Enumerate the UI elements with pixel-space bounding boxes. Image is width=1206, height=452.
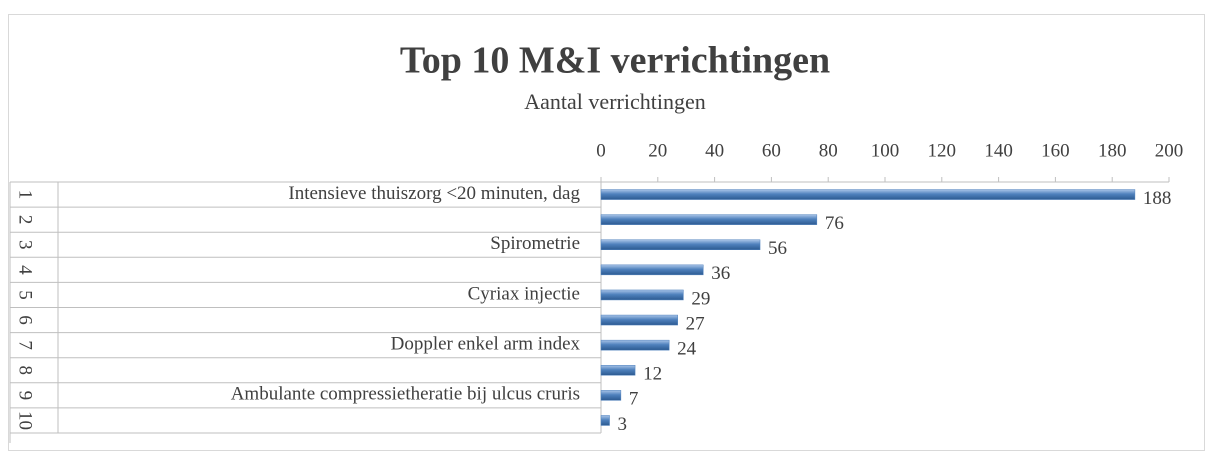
x-tick-label: 140 (984, 140, 1013, 161)
bar (600, 339, 670, 351)
x-tick-label: 0 (596, 140, 606, 161)
rank-label: 9 (15, 391, 36, 401)
rank-label: 1 (15, 190, 36, 200)
x-tick-label: 100 (871, 140, 900, 161)
value-label: 36 (711, 263, 730, 284)
x-tick-label: 60 (762, 140, 781, 161)
value-label: 3 (618, 414, 628, 435)
y-tick-label: Ambulante compressietheratie bij ulcus c… (231, 384, 580, 405)
value-label: 27 (686, 313, 705, 334)
y-tick-label: Intensieve thuiszorg <20 minuten, dag (288, 183, 580, 204)
x-tick-label: 80 (819, 140, 838, 161)
bar (600, 264, 704, 276)
x-tick-label: 40 (705, 140, 724, 161)
y-tick-label: Doppler enkel arm index (391, 334, 581, 355)
rank-label: 3 (15, 240, 36, 250)
rank-label: 4 (15, 265, 36, 275)
value-label: 76 (825, 213, 844, 234)
rank-label: 5 (15, 290, 36, 300)
bar (600, 289, 684, 301)
x-tick-label: 20 (648, 140, 667, 161)
bar (600, 239, 761, 250)
bar (600, 314, 678, 326)
x-tick-label: 120 (928, 140, 957, 161)
chart-subtitle: Aantal verrichtingen (524, 89, 705, 114)
x-tick-label: 160 (1041, 140, 1070, 161)
value-label: 188 (1143, 188, 1172, 209)
bar (600, 415, 610, 426)
bar (600, 390, 622, 401)
x-tick-label: 180 (1098, 140, 1127, 161)
rank-label: 6 (15, 315, 36, 325)
y-tick-label: Cyriax injectie (468, 283, 580, 304)
rank-label: 8 (15, 366, 36, 376)
value-label: 24 (677, 339, 697, 360)
y-tick-label: Spirometrie (490, 233, 580, 254)
value-label: 7 (629, 389, 639, 410)
rank-label: 2 (15, 215, 36, 225)
value-label: 12 (643, 364, 662, 385)
bar (600, 214, 818, 225)
rank-label: 10 (15, 411, 36, 430)
bar (600, 365, 636, 376)
chart-title: Top 10 M&I verrichtingen (400, 40, 830, 82)
x-tick-label: 200 (1155, 140, 1184, 161)
rank-label: 7 (15, 340, 36, 350)
value-label: 56 (768, 238, 787, 259)
value-label: 29 (691, 288, 710, 309)
bar (600, 189, 1136, 200)
